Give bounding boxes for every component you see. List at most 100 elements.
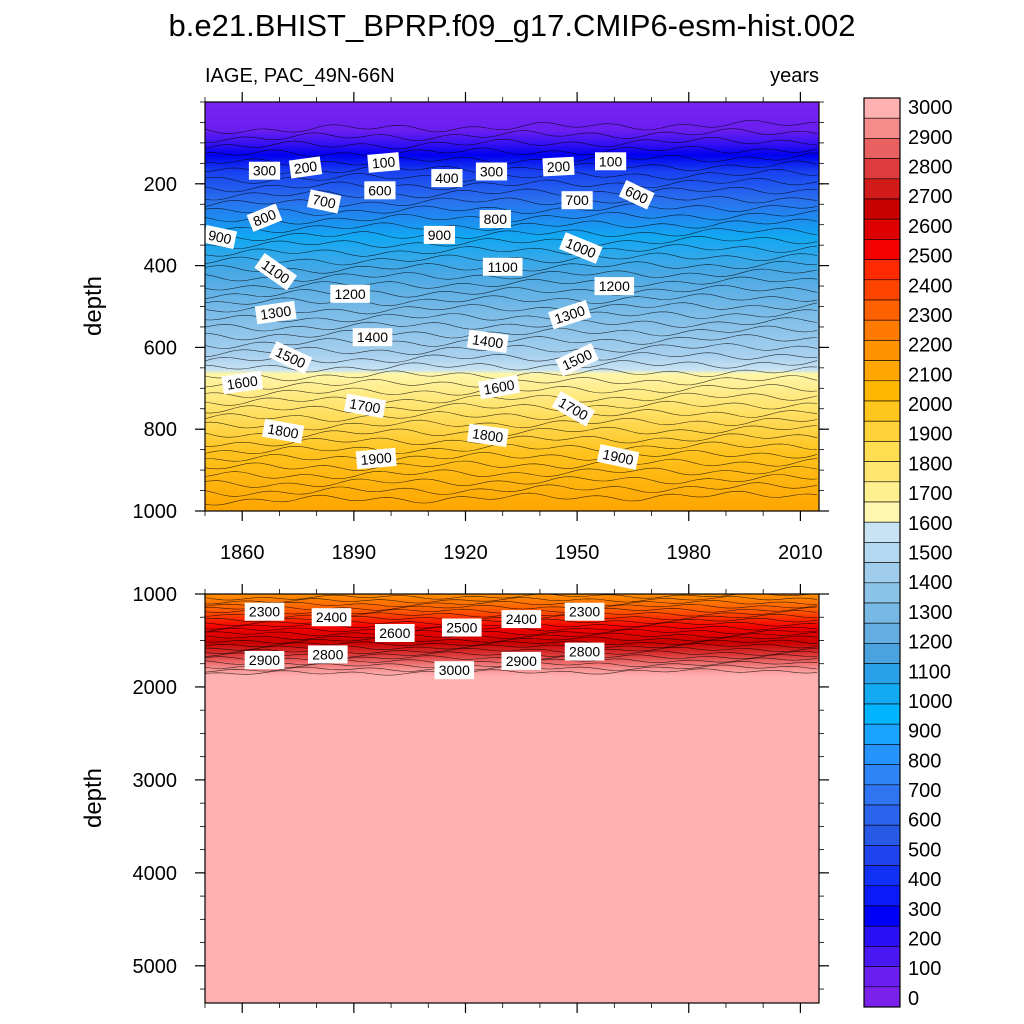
contour-label: 800: [246, 203, 283, 232]
contour-label-bg: [268, 341, 313, 375]
contour-line: [205, 631, 818, 640]
contour-label-bg: [555, 343, 599, 377]
contour-label-text: 1200: [335, 286, 366, 302]
contour-label-bg: [288, 156, 323, 179]
contour-label-text: 700: [311, 191, 337, 212]
y-tick-label: 400: [144, 256, 177, 278]
x-tick-label: 2010: [778, 542, 823, 564]
upper-contour-lines: [205, 119, 818, 506]
colorbar-box: [863, 764, 901, 786]
contour-label-text: 1900: [360, 449, 393, 468]
contour-label-bg: [559, 232, 603, 264]
colorbar-box: [863, 158, 901, 180]
contour-line: [205, 466, 818, 480]
contour-label: 2800: [564, 642, 605, 661]
y-tick-label: 200: [144, 174, 177, 196]
colorbar-box: [863, 845, 901, 866]
contour-line: [205, 145, 818, 158]
contour-label-text: 1400: [471, 331, 504, 351]
upper-panel: 300 200 100 400 300 200 100 600 700 800 700 600 800 9…: [80, 92, 829, 564]
colorbar-label: 900: [908, 721, 941, 743]
contour-line: [205, 474, 818, 488]
contour-line: [205, 596, 818, 605]
colorbar-box: [863, 441, 901, 462]
contour-label: 1400: [466, 329, 509, 353]
contour-label-text: 1600: [226, 372, 259, 392]
lower-ticks: 1000 2000 3000 4000 5000: [133, 584, 829, 1013]
contour-label-bg: [330, 284, 370, 303]
contour-label-text: 1300: [259, 302, 292, 322]
contour-line: [205, 317, 818, 332]
y-tick-label: 4000: [133, 863, 178, 885]
colorbar-box: [863, 198, 901, 220]
contour-label-bg: [367, 152, 400, 173]
contour-label-text: 300: [253, 163, 277, 179]
contour-line: [205, 441, 818, 455]
y-tick-label: 2000: [133, 677, 178, 699]
contour-line: [205, 169, 817, 184]
colorbar-label: 1800: [908, 453, 953, 475]
contour-line: [205, 235, 818, 249]
contour-label: 2300: [564, 602, 605, 621]
contour-line: [205, 425, 818, 439]
y-tick-label: 1000: [133, 501, 178, 523]
contour-line: [205, 594, 818, 601]
contour-label: 1900: [355, 447, 397, 470]
contour-label: 700: [306, 189, 342, 214]
x-tick-label: 1920: [443, 542, 488, 564]
colorbar-label: 2800: [908, 156, 953, 178]
colorbar-box: [863, 905, 901, 927]
contour-label: 300: [475, 162, 508, 181]
contour-label-bg: [355, 447, 397, 470]
contour-label-bg: [254, 252, 298, 291]
colorbar-label: 1900: [908, 424, 953, 446]
colorbar-label: 300: [908, 899, 941, 921]
contour-label-text: 1900: [601, 446, 635, 468]
contour-label: 1300: [254, 300, 297, 325]
contour-label-text: 600: [368, 182, 392, 198]
contour-label-bg: [431, 169, 463, 188]
colorbar-box: [863, 824, 901, 846]
contour-line: [205, 458, 818, 471]
contour-line: [205, 276, 818, 291]
colorbar-box: [863, 501, 901, 523]
contour-line: [205, 334, 818, 349]
contour-label-text: 1700: [348, 395, 382, 416]
contour-label-text: 800: [484, 211, 508, 227]
contour-label-bg: [466, 329, 509, 353]
colorbar-label: 2600: [908, 216, 953, 238]
contour-label: 2900: [501, 651, 542, 670]
y-tick-label: 800: [144, 419, 177, 441]
upper-ticks: 200 400 600 800 1000 1860 1890 1920 1950 1980 2010: [133, 92, 829, 564]
contour-label-text: 2900: [506, 653, 537, 669]
contour-line: [205, 195, 818, 207]
contour-line: [205, 244, 818, 257]
contour-label-text: 2300: [249, 604, 280, 620]
contour-line: [205, 119, 818, 135]
contour-label: 400: [431, 169, 463, 188]
contour-label-bg: [475, 162, 508, 181]
contour-label-bg: [479, 210, 511, 228]
contour-label-text: 900: [207, 227, 233, 248]
contour-label-bg: [343, 393, 387, 419]
contour-label: 100: [367, 152, 400, 173]
colorbar-label: 200: [908, 929, 941, 951]
colorbar-box: [863, 744, 901, 765]
colorbar-box: [863, 420, 901, 442]
colorbar-box: [863, 117, 901, 139]
contour-label: 1500: [555, 343, 599, 377]
contour-line: [205, 400, 818, 414]
colorbar-box: [863, 804, 901, 826]
contour-label-text: 2300: [569, 604, 600, 620]
contour-label-bg: [442, 618, 482, 637]
contour-label: 1400: [352, 328, 393, 347]
contour-label: 2800: [308, 645, 348, 664]
colorbar-box: [863, 602, 901, 624]
x-tick-label: 1950: [555, 542, 600, 564]
contour-label: 1200: [594, 277, 635, 296]
colorbar-box: [863, 986, 901, 1008]
colorbar-label: 2500: [908, 246, 953, 268]
contour-label: 1800: [262, 418, 305, 444]
contour-label-text: 2500: [446, 620, 477, 636]
contour-line: [205, 635, 818, 644]
